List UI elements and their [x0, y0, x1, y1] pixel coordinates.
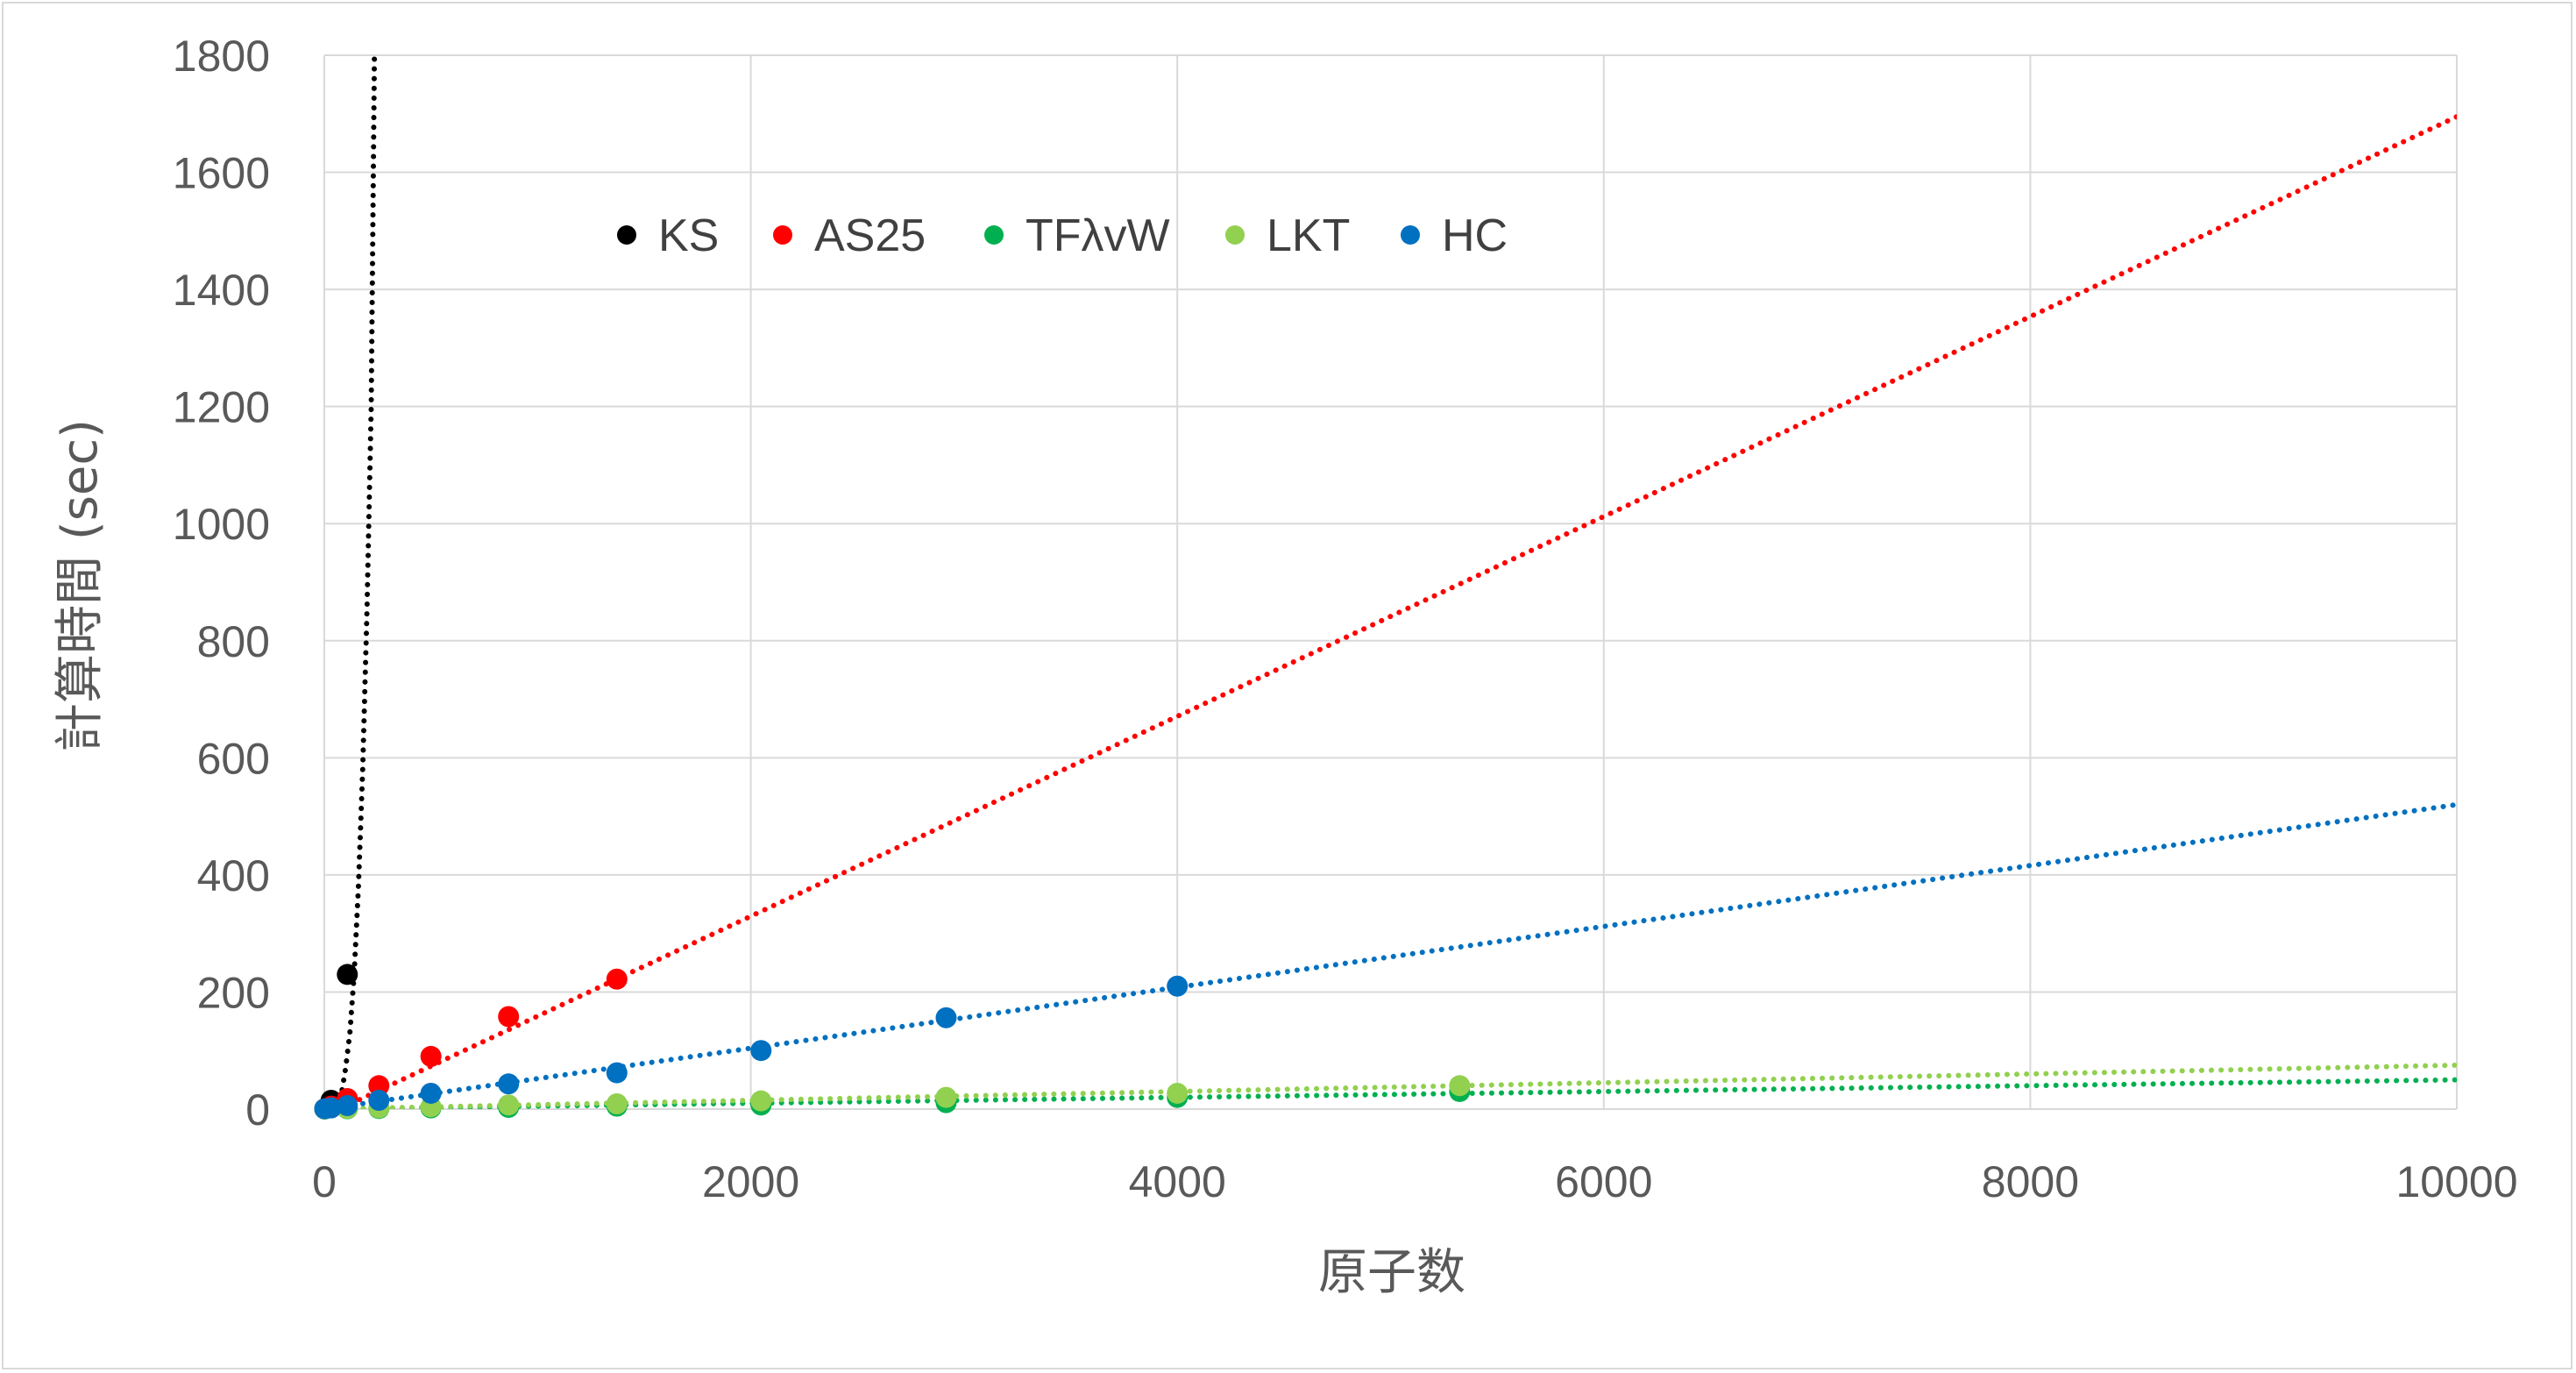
point-HC [420, 1082, 442, 1104]
legend-marker-LKT [1225, 225, 1245, 245]
y-tick-label: 400 [197, 851, 270, 900]
trendline-KS [324, 53, 378, 1109]
point-KS [337, 964, 358, 985]
data-points [314, 964, 1471, 1120]
point-HC [606, 1062, 628, 1084]
trendline-AS25 [333, 114, 2457, 1109]
point-HC [750, 1040, 772, 1062]
legend-marker-HC [1401, 225, 1420, 245]
point-LKT [606, 1092, 628, 1114]
point-HC [337, 1094, 358, 1116]
point-LKT [1449, 1075, 1471, 1097]
point-HC [498, 1073, 520, 1095]
legend-label-KS: KS [658, 210, 719, 261]
point-AS25 [420, 1045, 442, 1067]
x-tick-label: 10000 [2395, 1157, 2517, 1206]
legend-label-HC: HC [1442, 210, 1508, 261]
y-tick-label: 1200 [173, 383, 270, 432]
y-tick-label: 1400 [173, 266, 270, 315]
point-AS25 [498, 1006, 520, 1028]
x-tick-label: 2000 [702, 1157, 799, 1206]
point-LKT [935, 1086, 957, 1108]
point-HC [320, 1097, 342, 1119]
y-tick-label: 1600 [173, 149, 270, 198]
point-LKT [498, 1094, 520, 1116]
x-axis-label: 原子数 [1318, 1244, 1465, 1301]
point-LKT [750, 1090, 772, 1112]
y-axis-label: 計算時間 (sec) [52, 419, 109, 752]
y-tick-label: 0 [245, 1085, 270, 1135]
point-AS25 [606, 968, 628, 990]
trendlines [324, 53, 2457, 1109]
x-axis-ticks: 0 2000 4000 6000 8000 10000 [312, 1157, 2517, 1206]
legend: KS AS25 TFλvW LKT HC [617, 210, 1508, 261]
y-tick-label: 600 [197, 734, 270, 783]
y-tick-label: 1800 [173, 32, 270, 81]
trendline-HC [324, 801, 2457, 1109]
y-axis-ticks: 0 200 400 600 800 1000 1200 1400 1600 1800 [173, 32, 270, 1135]
point-HC [368, 1089, 390, 1111]
point-HC [935, 1007, 957, 1028]
y-tick-label: 1000 [173, 500, 270, 549]
point-AS25 [368, 1075, 390, 1097]
point-LKT [1167, 1082, 1189, 1104]
legend-marker-AS25 [773, 225, 792, 245]
point-HC [1167, 975, 1189, 997]
x-tick-label: 8000 [1982, 1157, 2079, 1206]
grid [323, 54, 2458, 1110]
y-tick-label: 800 [197, 617, 270, 666]
legend-label-TFλvW: TFλvW [1025, 210, 1170, 261]
legend-marker-KS [617, 225, 636, 245]
x-tick-label: 6000 [1555, 1157, 1652, 1206]
legend-label-AS25: AS25 [814, 210, 926, 261]
legend-marker-TFλvW [984, 225, 1004, 245]
trendline-LKT [324, 1062, 2457, 1109]
x-tick-label: 0 [312, 1157, 337, 1206]
legend-label-LKT: LKT [1267, 210, 1350, 261]
x-tick-label: 4000 [1129, 1157, 1226, 1206]
y-tick-label: 200 [197, 968, 270, 1017]
